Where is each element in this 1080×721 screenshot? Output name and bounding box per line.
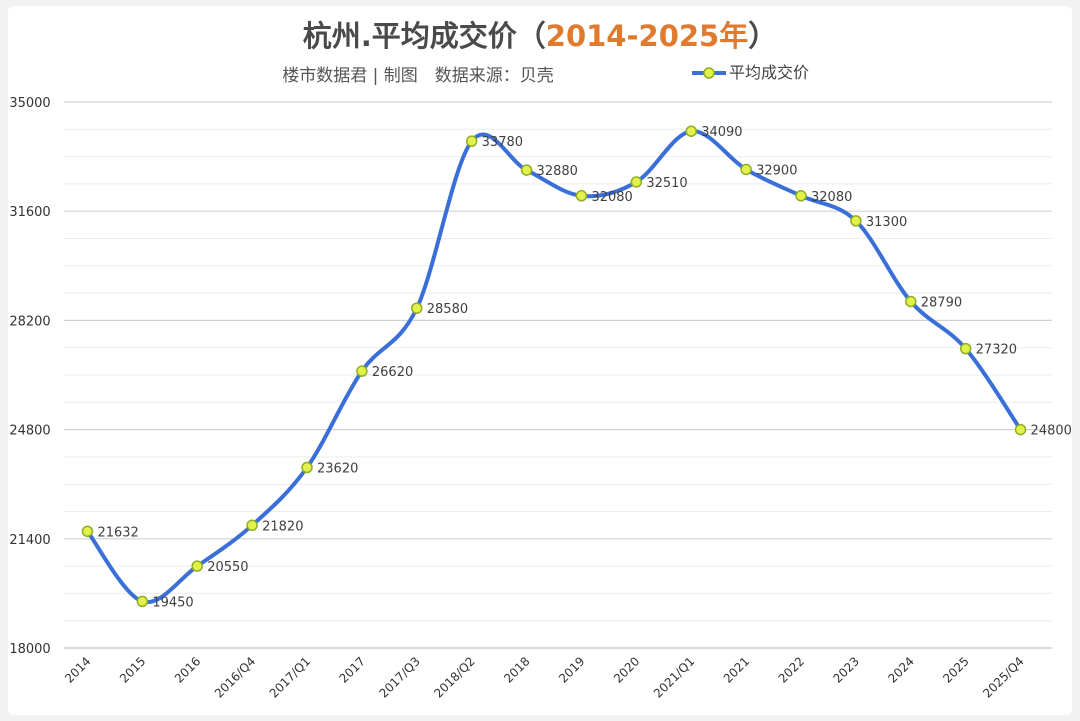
series-line: [85, 129, 1023, 605]
data-label: 26620: [372, 365, 413, 380]
y-tick-label: 21400: [9, 533, 50, 548]
data-label: 20550: [207, 560, 248, 575]
data-label: 19450: [152, 595, 193, 610]
data-point-marker: [850, 215, 862, 227]
data-label: 32080: [811, 190, 852, 205]
data-label: 32880: [537, 164, 578, 179]
x-tick-label: 2020: [611, 654, 642, 685]
data-point-marker: [795, 190, 807, 202]
data-label: 23620: [317, 461, 358, 476]
x-tick-label: 2016/Q4: [212, 654, 258, 700]
data-label: 21632: [97, 525, 138, 540]
y-tick-label: 31600: [9, 205, 50, 220]
data-point-marker: [411, 302, 423, 314]
data-label: 32080: [591, 190, 632, 205]
x-tick-label: 2017/Q1: [267, 654, 313, 700]
legend-label: 平均成交价: [729, 63, 809, 82]
title-year-range: 2014-2025年: [546, 19, 748, 53]
data-point-marker: [959, 342, 972, 355]
line-chart: 杭州.平均成交价（2014-2025年） 楼市数据君 | 制图 数据来源：贝壳 …: [9, 19, 1072, 701]
y-tick-label: 18000: [9, 642, 50, 657]
x-tick-label: 2021: [721, 654, 752, 685]
x-tick-label: 2023: [831, 654, 862, 685]
data-label: 21820: [262, 519, 303, 534]
data-point-marker: [520, 164, 533, 176]
data-point-marker: [740, 163, 752, 176]
data-point-marker: [81, 525, 94, 538]
x-tick-label: 2025: [940, 654, 971, 685]
y-tick-label: 24800: [9, 424, 50, 439]
data-label: 32510: [646, 176, 687, 191]
data-point-marker: [191, 560, 203, 572]
title-end: ）: [748, 19, 777, 53]
x-tick-label: 2024: [885, 654, 916, 685]
y-tick-label: 28200: [9, 314, 50, 329]
data-label: 28580: [427, 302, 468, 317]
x-tick-label: 2025/Q4: [980, 654, 1026, 700]
x-tick-label: 2014: [62, 654, 93, 685]
data-labels: 21632 19450 20550 21820 23620 26620 28580 33780…: [97, 125, 1071, 610]
data-point-marker: [575, 190, 588, 202]
data-point-marker: [136, 595, 149, 608]
x-tick-label: 2016: [172, 654, 203, 685]
data-point-marker: [685, 125, 697, 137]
legend-marker: [703, 67, 715, 79]
data-point-marker: [301, 461, 313, 474]
data-point-marker: [630, 176, 643, 188]
chart-frame: 杭州.平均成交价（2014-2025年） 楼市数据君 | 制图 数据来源：贝壳 …: [8, 6, 1072, 715]
gridlines: [64, 101, 1052, 649]
x-tick-label: 2017/Q3: [376, 654, 422, 700]
chart-subtitle: 楼市数据君 | 制图 数据来源：贝壳: [282, 66, 554, 86]
data-label: 28790: [921, 295, 962, 310]
x-tick-label: 2015: [117, 654, 148, 685]
x-tick-label: 2018/Q2: [431, 654, 477, 700]
data-label: 32900: [756, 163, 797, 178]
data-point-marker: [465, 135, 478, 147]
x-tick-label: 2021/Q1: [651, 654, 697, 700]
chart-title: 杭州.平均成交价（2014-2025年）: [303, 19, 778, 53]
data-point-marker: [246, 519, 258, 532]
legend: 平均成交价: [692, 63, 809, 82]
data-label: 27320: [976, 343, 1017, 358]
data-point-marker: [356, 365, 368, 377]
x-tick-label: 2019: [556, 654, 587, 685]
title-main: 杭州.平均成交价（: [303, 19, 546, 53]
x-tick-label: 2017: [337, 654, 368, 685]
data-point-marker: [905, 295, 917, 308]
x-tick-label: 2022: [776, 654, 807, 685]
data-label: 24800: [1031, 424, 1072, 439]
data-label: 34090: [701, 125, 742, 140]
y-tick-label: 35000: [9, 96, 50, 111]
series-layer: [81, 125, 1027, 608]
data-label: 33780: [482, 135, 523, 150]
data-label: 31300: [866, 215, 907, 230]
data-point-marker: [1014, 423, 1027, 436]
x-tick-label: 2018: [501, 654, 532, 685]
